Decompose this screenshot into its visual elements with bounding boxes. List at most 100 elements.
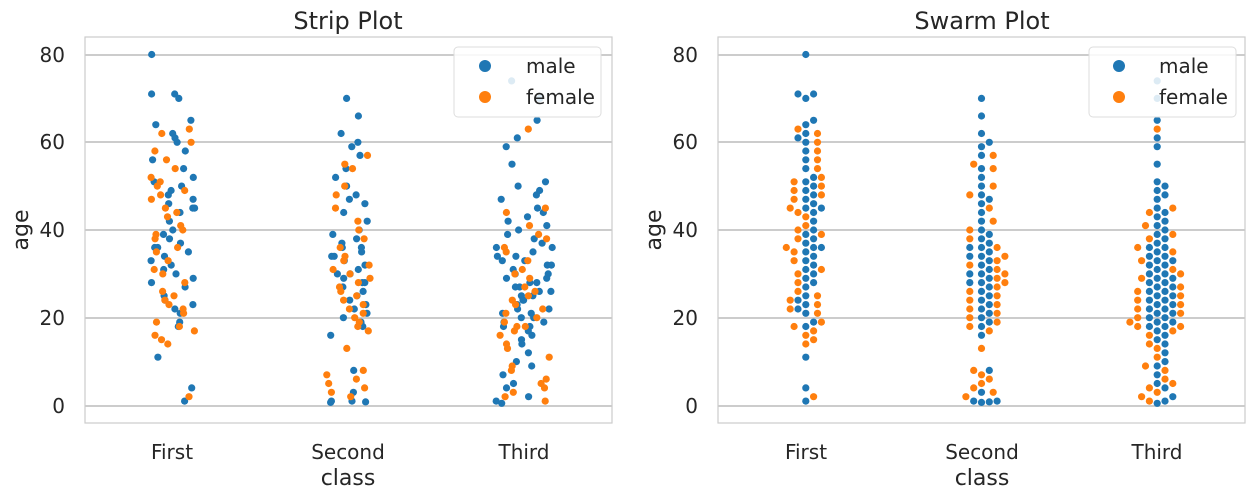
data-point-male: [985, 366, 993, 374]
legend-male-label: male: [526, 54, 576, 78]
data-point-male: [532, 191, 541, 199]
data-point-male: [810, 318, 818, 326]
data-point-male: [802, 121, 810, 129]
data-point-male: [977, 165, 986, 173]
data-point-male: [810, 116, 818, 124]
data-point-female: [970, 384, 978, 392]
data-point-female: [354, 279, 362, 287]
data-point-male: [509, 379, 518, 388]
data-point-male: [359, 287, 367, 295]
data-point-female: [1001, 252, 1009, 260]
data-point-female: [790, 178, 798, 186]
data-point-male: [517, 314, 525, 322]
data-point-male: [802, 309, 810, 317]
data-point-female: [158, 129, 166, 138]
data-point-male: [352, 191, 360, 199]
data-point-female: [794, 287, 802, 295]
data-point-female: [1153, 344, 1161, 352]
data-point-female: [352, 375, 360, 383]
data-point-male: [802, 397, 810, 405]
data-point-male: [498, 257, 506, 265]
data-point-female: [187, 138, 195, 146]
y-tick-label: 40: [673, 218, 698, 242]
data-point-male: [340, 208, 348, 217]
data-point-male: [189, 195, 197, 203]
data-point-female: [1141, 362, 1150, 370]
data-point-female: [157, 336, 166, 344]
legend-female-label: female: [526, 85, 595, 109]
data-point-male: [348, 143, 356, 151]
data-point-female: [151, 147, 159, 155]
data-point-female: [340, 257, 348, 265]
data-point-female: [331, 204, 340, 212]
data-point-female: [325, 379, 333, 388]
data-point-female: [170, 292, 178, 300]
data-point-male: [520, 296, 528, 304]
data-point-male: [1161, 191, 1169, 199]
data-point-male: [1161, 384, 1169, 392]
data-point-female: [1169, 265, 1177, 274]
data-point-male: [977, 94, 986, 102]
data-point-female: [360, 235, 368, 243]
data-point-male: [1145, 270, 1153, 278]
data-point-female: [1177, 309, 1185, 317]
strip-plot-panel: Strip Plot 0 20 40 60 80 First Second Th…: [9, 7, 613, 491]
data-point-male: [498, 399, 506, 407]
data-point-male: [1169, 283, 1177, 291]
data-point-male: [1153, 239, 1161, 247]
data-point-female: [1134, 287, 1142, 295]
data-point-male: [802, 257, 810, 265]
data-point-female: [1169, 379, 1177, 388]
data-point-male: [977, 287, 986, 295]
data-point-male: [1153, 257, 1161, 265]
data-point-male: [353, 235, 361, 243]
data-point-female: [966, 287, 974, 295]
data-point-male: [1161, 182, 1169, 190]
data-point-male: [181, 397, 189, 405]
data-point-female: [1161, 375, 1169, 383]
data-point-female: [794, 125, 802, 133]
data-point-male: [518, 340, 526, 348]
legend-male-marker: [1113, 60, 1125, 72]
data-point-male: [1161, 208, 1169, 217]
data-point-male: [810, 243, 818, 252]
data-point-female: [970, 160, 978, 168]
data-point-female: [993, 283, 1001, 291]
data-point-male: [1153, 204, 1161, 212]
data-point-male: [1161, 296, 1169, 304]
data-point-female: [181, 186, 189, 195]
data-point-female: [993, 265, 1001, 274]
data-point-female: [985, 327, 993, 335]
data-point-male: [810, 226, 818, 234]
data-point-male: [966, 270, 974, 278]
data-point-male: [1145, 296, 1153, 304]
data-point-male: [1153, 309, 1161, 317]
data-point-female: [336, 243, 344, 252]
swarm-plot-axes-frame: [717, 36, 1246, 424]
x-tick-label-first: First: [151, 440, 193, 464]
data-point-female: [817, 191, 826, 199]
data-point-male: [966, 279, 974, 287]
data-point-female: [966, 226, 974, 234]
data-point-male: [514, 182, 522, 190]
data-point-male: [540, 318, 548, 326]
data-point-female: [541, 397, 549, 405]
data-point-female: [185, 393, 193, 401]
data-point-female: [1153, 353, 1161, 361]
data-point-male: [502, 143, 510, 151]
data-point-male: [340, 274, 348, 282]
data-point-male: [802, 147, 810, 155]
y-tick-label: 40: [40, 218, 65, 242]
data-point-male: [502, 274, 511, 282]
data-point-male: [1169, 274, 1177, 282]
data-point-male: [499, 371, 507, 379]
legend-female-marker: [479, 91, 491, 103]
data-point-female: [175, 322, 183, 331]
data-point-male: [541, 178, 550, 186]
data-point-male: [545, 305, 553, 313]
strip-plot-x-ticks: First Second Third: [151, 440, 550, 464]
data-point-male: [977, 322, 986, 331]
data-point-female: [165, 301, 173, 309]
data-point-male: [1153, 399, 1161, 407]
